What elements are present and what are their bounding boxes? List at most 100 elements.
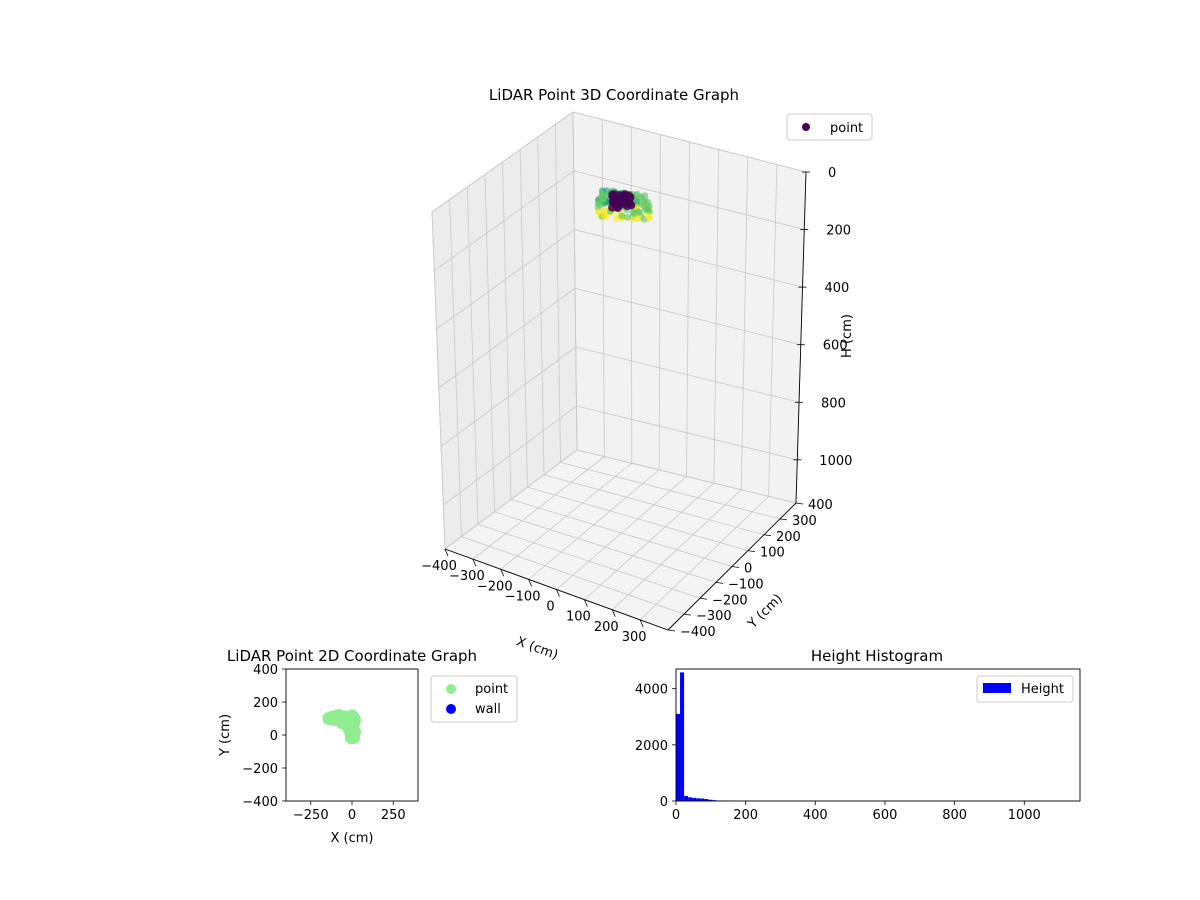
point-3d	[640, 199, 648, 206]
histogram-bar	[676, 713, 681, 801]
x-tick-label-2d: 0	[348, 808, 356, 823]
z-tick-label: 200	[826, 224, 851, 239]
grid-z-back	[574, 229, 803, 288]
point-3d	[631, 210, 638, 218]
y-axis-label-2d: Y (cm)	[218, 714, 233, 757]
grid-y-left	[466, 186, 479, 525]
ticks-histogram: 0 200 400 600 800 1000 0 2000 4000	[635, 683, 1041, 823]
grid-z-left	[436, 229, 575, 330]
x-axis-label-2d: X (cm)	[331, 831, 374, 846]
grid-x-back	[601, 119, 605, 457]
grid-z-back	[572, 111, 807, 173]
grid-y-left	[537, 136, 545, 475]
grid-y-left	[484, 174, 495, 512]
x-tick-mark	[639, 619, 644, 628]
z-tick-label: 800	[821, 396, 846, 411]
grid-x-back	[740, 156, 749, 490]
grid-y-left	[449, 199, 462, 537]
x-tick-label-hist: 400	[803, 808, 828, 823]
histogram-bar	[692, 797, 697, 801]
grid-x-back	[768, 164, 778, 497]
histogram-title: Height Histogram	[811, 647, 943, 665]
x-tick-mark	[611, 609, 616, 617]
grid-z-left	[431, 111, 574, 213]
point-3d	[601, 207, 608, 215]
grid-z-back	[573, 170, 805, 230]
histogram-bar	[708, 799, 713, 801]
point-3d	[595, 208, 603, 216]
y-tick-mark	[699, 597, 708, 600]
grid-y-floor	[477, 523, 701, 599]
y-tick-label-2d: 200	[253, 696, 278, 711]
point-3d	[629, 215, 637, 223]
legend-2d-marker-point	[446, 684, 456, 694]
grid-y-floor	[461, 536, 685, 615]
x-tick-label: 300	[622, 630, 647, 645]
legend-histogram: Height	[976, 675, 1074, 703]
y-tick-label-2d: −200	[242, 762, 278, 777]
grid-y-floor	[510, 499, 733, 567]
y-tick-label: 200	[776, 530, 801, 545]
histogram-bar	[684, 795, 689, 801]
legend-3d-marker-point	[802, 123, 810, 131]
y-tick-label: 300	[792, 514, 817, 529]
x-tick-label: 0	[546, 600, 554, 615]
point-3d	[612, 215, 620, 222]
z-axis-line	[795, 171, 807, 504]
y-tick-mark	[747, 550, 756, 553]
chart-histogram: Height Histogram 0 200 400 600 800 1000 0 2000 4…	[635, 647, 1081, 823]
grid-y-left	[554, 124, 561, 463]
point-3d	[634, 190, 641, 198]
grid-z-left	[434, 170, 574, 271]
point-cluster-3d	[594, 187, 654, 223]
y-tick-label-hist: 2000	[635, 739, 668, 754]
grid-z-back	[575, 346, 800, 403]
histogram-frame	[675, 668, 1081, 802]
y-tick-mark	[667, 629, 676, 632]
histogram-bar	[700, 798, 705, 801]
grid-y-left	[572, 111, 578, 451]
point-2d	[327, 712, 341, 726]
y-tick-mark	[731, 566, 740, 568]
histogram-bar	[688, 797, 693, 801]
legend-histogram-label: Height	[1021, 682, 1064, 697]
x-tick-label-2d: 250	[381, 808, 406, 823]
y-tick-label-hist: 4000	[635, 683, 668, 698]
x-tick-label: 100	[566, 610, 591, 625]
histogram-bar	[696, 798, 701, 801]
y-tick-mark	[779, 518, 788, 521]
grid-z-back	[576, 405, 798, 461]
legend-histogram-swatch	[983, 683, 1011, 693]
legend-2d-label-point: point	[475, 682, 508, 697]
point-3d	[602, 212, 610, 220]
x-tick-label-hist: 800	[942, 808, 967, 823]
grid-z-left	[438, 288, 576, 389]
chart-3d: LiDAR Point 3D Coordinate Graph −400−300…	[421, 86, 873, 663]
x-tick-label-hist: 1000	[1008, 808, 1041, 823]
legend-2d: point wall	[430, 675, 518, 723]
x-tick-label: −400	[421, 559, 457, 574]
point-3d	[643, 206, 651, 214]
y-tick-mark	[763, 534, 772, 537]
legend-3d-label-point: point	[830, 121, 863, 136]
grid-y-left	[519, 149, 528, 488]
x-tick-label-hist: 200	[733, 808, 758, 823]
y-tick-label-2d: 400	[253, 663, 278, 678]
legend-2d-marker-wall	[446, 704, 456, 714]
grid-y-floor	[576, 449, 797, 504]
y-tick-label: 0	[744, 562, 752, 577]
legend-histogram-box	[976, 675, 1074, 703]
y-tick-label-2d: 0	[270, 729, 278, 744]
z-tick-label: 400	[825, 281, 850, 296]
legend-3d: point	[786, 113, 873, 141]
grid-y-floor	[560, 461, 781, 520]
y-tick-label: 100	[760, 546, 785, 561]
chart-2d-title: LiDAR Point 2D Coordinate Graph	[227, 647, 477, 665]
legend-3d-box	[786, 113, 873, 141]
grid-y-floor	[543, 474, 765, 536]
x-tick-mark	[500, 569, 505, 577]
z-tick-label: 0	[828, 166, 836, 181]
point-2d	[344, 731, 358, 744]
